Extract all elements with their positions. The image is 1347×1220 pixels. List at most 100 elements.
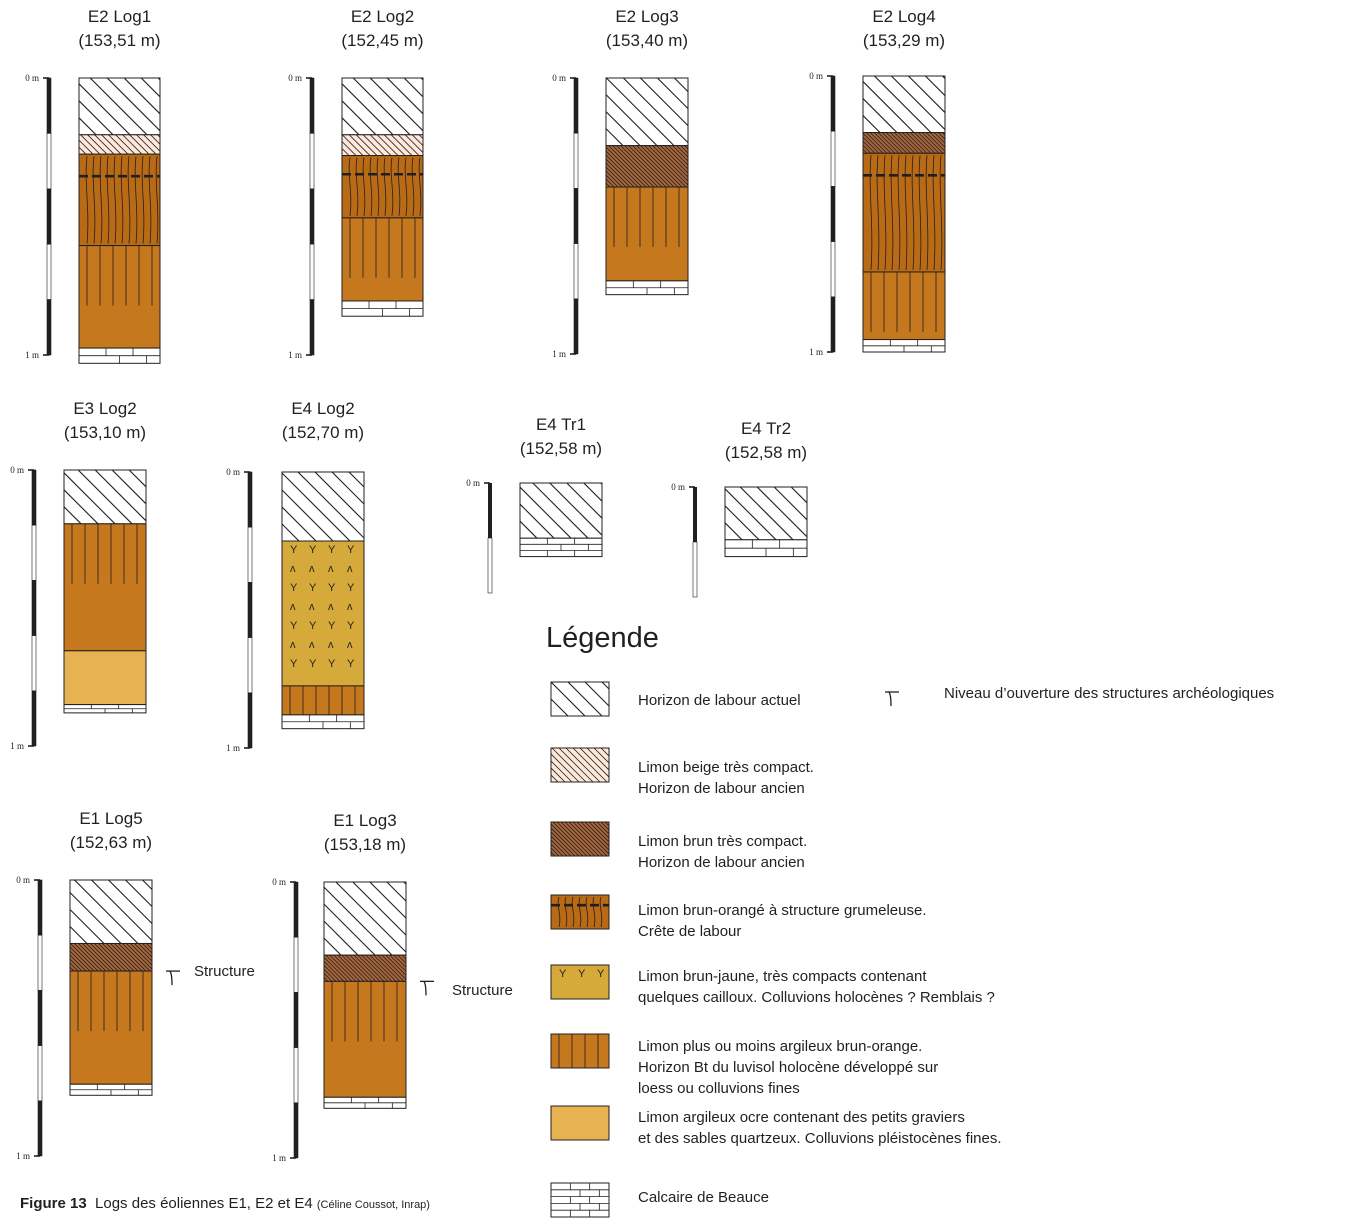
svg-text:Y: Y (309, 658, 317, 670)
log-e2-log1-layer-crete (79, 154, 160, 246)
log-e2-log3-layer-brown (606, 145, 688, 188)
svg-text:ʌ: ʌ (347, 601, 353, 613)
scale-label-top: 0 m (466, 478, 480, 488)
scale-label-bottom: 1 m (288, 350, 302, 360)
log-e2-log1-layer-bt (79, 245, 160, 349)
log-e1-log3-layer-labour_actuel (324, 882, 406, 956)
log-e1-log5-scale: 0 m 1 m (16, 875, 43, 1161)
scale-label-bottom: 1 m (552, 349, 566, 359)
scale-label-top: 0 m (25, 73, 39, 83)
caption-credit: (Céline Coussot, Inrap) (316, 1199, 430, 1211)
log-e2-log1-title: E2 Log1 (88, 7, 151, 26)
log-e2-log2-layer-calcaire (342, 300, 423, 317)
svg-text:ʌ: ʌ (347, 639, 353, 651)
svg-text:Y: Y (309, 582, 317, 594)
log-e3-log2-layer-labour_actuel (64, 470, 146, 524)
log-e4-log2-title: E4 Log2 (291, 399, 354, 418)
legend-label-labour_actuel: Horizon de labour actuel (638, 692, 801, 709)
log-e4-tr1-scale: 0 m (466, 478, 493, 594)
legend-swatch-brown-border (550, 821, 610, 857)
legend-swatch-ocre (551, 1106, 609, 1140)
scale-label-bottom: 1 m (226, 743, 240, 753)
svg-text:ʌ: ʌ (290, 601, 296, 613)
legend-swatch-crete-border (550, 894, 610, 930)
log-e4-log2-scale: 0 m 1 m (226, 467, 253, 753)
legend-title: Légende (546, 622, 659, 654)
svg-text:Y: Y (347, 658, 355, 670)
log-e1-log3-layer-calcaire (324, 1097, 406, 1109)
log-e1-log3-layer-calcaire-border (323, 1096, 407, 1109)
legend-swatch-brown (551, 822, 609, 856)
legend-label-ocre: Limon argileux ocre contenant des petits… (638, 1109, 1002, 1147)
legend-label-brown: Limon brun très compact. Horizon de labo… (638, 833, 808, 871)
legend-swatch-yellow-border (550, 964, 610, 1000)
log-e1-log3-scale: 0 m 1 m (272, 877, 299, 1163)
log-e1-log3-title: E1 Log3 (333, 811, 396, 830)
log-e4-tr2-elevation: (152,58 m) (725, 443, 807, 462)
log-e2-log3-layer-calcaire-border (605, 280, 689, 296)
log-e3-log2-layer-bt (64, 523, 146, 651)
scale-label-top: 0 m (552, 73, 566, 83)
log-e4-tr1-layer-labour_actuel (520, 483, 602, 539)
log-e1-log5-layer-labour_actuel (70, 880, 152, 944)
svg-text:ʌ: ʌ (309, 563, 315, 575)
log-e1-log3-layer-brown (324, 955, 406, 982)
svg-text:ʌ: ʌ (309, 601, 315, 613)
legend-label-bt: Limon plus ou moins argileux brun-orange… (638, 1038, 939, 1097)
log-e2-log3-layer-labour_actuel (606, 78, 688, 146)
log-e2-log4-layer-labour_actuel (863, 76, 945, 133)
scale-label-top: 0 m (226, 467, 240, 477)
log-e4-tr2-layer-calcaire (725, 539, 807, 557)
log-e2-log1-scale: 0 m 1 m (25, 73, 52, 360)
log-e4-tr2-layer-labour_actuel (725, 487, 807, 540)
log-e1-log3-layer-bt (324, 981, 406, 1098)
log-e4-tr2-title: E4 Tr2 (741, 419, 791, 438)
log-e2-log2-layer-crete (342, 155, 423, 218)
log-e2-log4-scale: 0 m 1 m (809, 71, 836, 357)
legend-swatch-beige-border (550, 747, 610, 783)
legend-swatch-beige (551, 748, 609, 782)
legend-label-beige: Limon beige très compact. Horizon de lab… (638, 759, 814, 797)
log-e1-log5-structure-symbol (166, 970, 180, 986)
log-e3-log2-layer-ocre (64, 650, 146, 705)
svg-text:ʌ: ʌ (328, 563, 334, 575)
log-e2-log3-layer-calcaire (606, 280, 688, 295)
svg-text:ʌ: ʌ (290, 639, 296, 651)
log-e4-log2-layer-bt (282, 685, 364, 715)
legend-label-calcaire: Calcaire de Beauce (638, 1189, 769, 1206)
svg-text:ʌ: ʌ (328, 601, 334, 613)
legend-swatch-crete (551, 895, 609, 929)
log-e4-log2-layer-calcaire (282, 714, 364, 729)
scale-label-bottom: 1 m (16, 1151, 30, 1161)
svg-text:Y: Y (309, 620, 317, 632)
scale-label-bottom: 1 m (25, 350, 39, 360)
svg-text:Y: Y (559, 968, 567, 980)
log-e4-tr1-elevation: (152,58 m) (520, 439, 602, 458)
svg-text:Y: Y (290, 582, 298, 594)
log-e2-log4-layer-crete (863, 153, 945, 272)
log-e2-log1-layer-beige (79, 134, 160, 155)
scale-label-bottom: 1 m (272, 1153, 286, 1163)
svg-text:Y: Y (347, 582, 355, 594)
log-e4-log2-layer-labour_actuel (282, 472, 364, 541)
svg-text:ʌ: ʌ (290, 563, 296, 575)
structure-symbol-label: Niveau d’ouverture des structures archéo… (944, 685, 1275, 702)
log-e4-tr1-layer-calcaire-border (519, 537, 603, 558)
log-e1-log3-elevation: (153,18 m) (324, 835, 406, 854)
log-e4-tr1-title: E4 Tr1 (536, 415, 586, 434)
log-e4-tr2-layer-calcaire-border (724, 539, 808, 558)
figure-caption: Figure 13 Logs des éoliennes E1, E2 et E… (20, 1195, 430, 1212)
svg-text:Y: Y (597, 968, 605, 980)
log-e4-log2-elevation: (152,70 m) (282, 423, 364, 442)
log-e2-log2-elevation: (152,45 m) (341, 31, 423, 50)
log-e4-tr1-layer-calcaire (520, 538, 602, 557)
legend-label-yellow: Limon brun-jaune, très compacts contenan… (638, 968, 995, 1006)
log-e2-log3-scale: 0 m 1 m (552, 73, 579, 359)
log-e1-log5-title: E1 Log5 (79, 809, 142, 828)
scale-label-top: 0 m (809, 71, 823, 81)
svg-text:Y: Y (290, 620, 298, 632)
scale-label-top: 0 m (272, 877, 286, 887)
svg-text:Y: Y (328, 544, 336, 556)
